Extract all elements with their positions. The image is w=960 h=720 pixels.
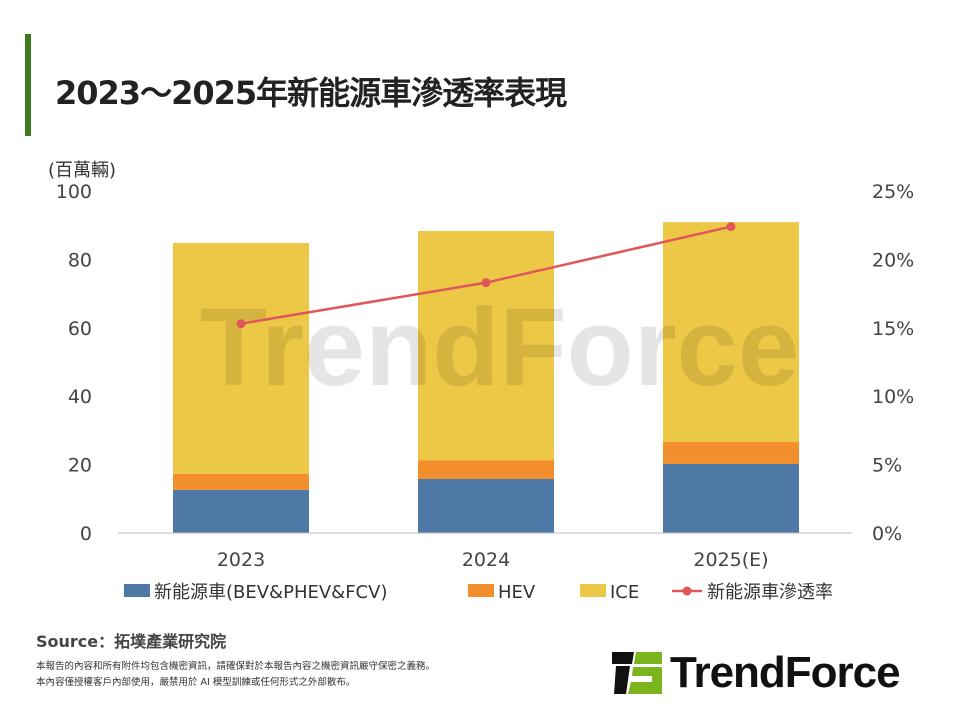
trendforce-logo-icon <box>612 652 662 694</box>
legend-label: HEV <box>498 582 536 603</box>
legend-label: ICE <box>610 582 639 603</box>
x-tick-label: 2023 <box>217 549 265 571</box>
logo-text: TrendForce <box>670 648 901 697</box>
source-text: Source：拓墣產業研究院 <box>36 632 227 651</box>
legend-swatch <box>124 584 150 597</box>
bar-series1-0 <box>173 473 309 490</box>
trendforce-logo: TrendForce <box>612 648 901 698</box>
y-tick-label: 40 <box>68 386 92 408</box>
chart: (百萬輛) 0 20 40 60 80 100 0% 5% 10% 15% 20% 25% 2023 20… <box>48 160 914 603</box>
penetration-point <box>726 222 736 232</box>
penetration-point <box>481 278 491 288</box>
y2-tick-label: 5% <box>872 455 902 477</box>
legend-swatch <box>580 584 606 597</box>
x-tick-label: 2025(E) <box>693 549 768 571</box>
penetration-point <box>236 319 246 329</box>
y-tick-label: 80 <box>68 249 92 271</box>
legend-swatch-marker <box>682 586 692 596</box>
disclaimer-line-1: 本報告的內容和所有附件均包含機密資訊，請確保對於本報告內容之機密資訊嚴守保密之義… <box>36 661 436 672</box>
bar-series2-1 <box>418 231 554 461</box>
legend-label: 新能源車滲透率 <box>707 582 833 603</box>
y2-tick-label: 15% <box>872 318 914 340</box>
y-tick-label: 60 <box>68 318 92 340</box>
title-accent-bar <box>25 34 31 136</box>
legend-label: 新能源車(BEV&PHEV&FCV) <box>154 582 387 603</box>
bar-series0-2 <box>663 463 799 533</box>
y2-tick-label: 0% <box>872 523 902 545</box>
y2-tick-label: 20% <box>872 249 914 271</box>
y-tick-label: 100 <box>56 181 92 203</box>
disclaimer-line-2: 本內容僅授權客戶內部使用，嚴禁用於 AI 模型訓練或任何形式之外部散布。 <box>36 677 356 688</box>
y2-tick-label: 25% <box>872 181 914 203</box>
y2-tick-label: 10% <box>872 386 914 408</box>
watermark: TrendForce <box>200 286 799 409</box>
y-unit-label: (百萬輛) <box>48 160 116 181</box>
y-tick-label: 0 <box>80 523 92 545</box>
y-tick-label: 20 <box>68 455 92 477</box>
legend-swatch <box>468 584 494 597</box>
page-title: 2023～2025年新能源車滲透率表現 <box>55 74 567 112</box>
x-tick-label: 2024 <box>462 549 510 571</box>
bar-series1-2 <box>663 442 799 464</box>
bar-series0-1 <box>418 478 554 533</box>
bar-series1-1 <box>418 460 554 479</box>
bar-series2-0 <box>173 242 309 474</box>
bar-series2-2 <box>663 222 799 443</box>
bar-series0-0 <box>173 489 309 533</box>
